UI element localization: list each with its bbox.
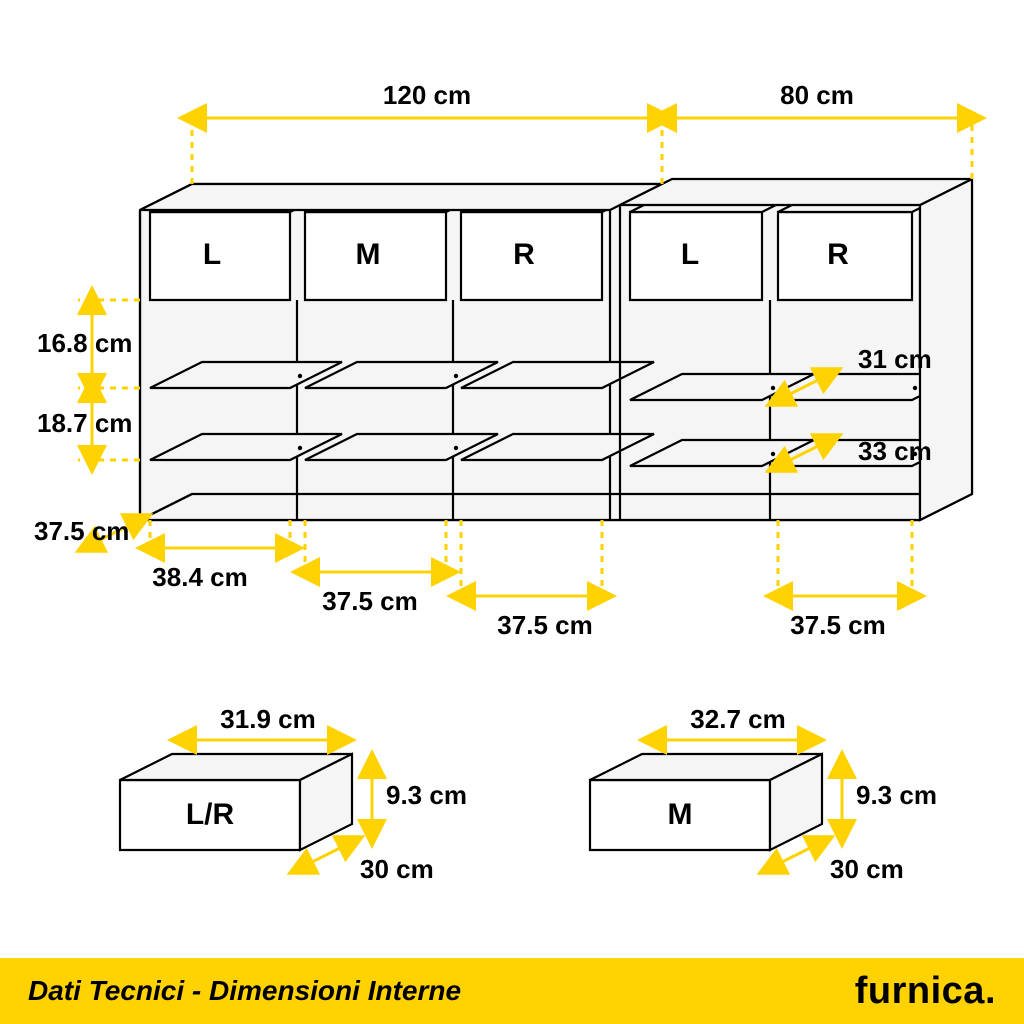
sd-l-width: 30 cm (360, 854, 434, 884)
dim-b3: 37.5 cm (497, 610, 592, 640)
drawer-label: L (203, 238, 221, 271)
footer-bar: Dati Tecnici - Dimensioni Interne furnic… (0, 958, 1024, 1024)
drawer-label: R (513, 238, 535, 271)
drawer-label: L (681, 238, 699, 271)
drawer-label: M (356, 238, 381, 271)
dim-b2: 37.5 cm (322, 586, 417, 616)
brand-dot: . (985, 970, 996, 1012)
small-drawer-right: M 32.7 cm 9.3 cm 30 cm (590, 704, 937, 884)
small-drawer-right-label: M (668, 798, 693, 831)
drawer-label: R (827, 238, 849, 271)
brand-text: furnica (855, 970, 985, 1012)
dim-top-left: 120 cm (383, 80, 471, 110)
dim-b1: 38.4 cm (152, 562, 247, 592)
sd-l-height: 9.3 cm (386, 780, 467, 810)
small-drawer-left-label: L/R (186, 798, 235, 831)
dim-depth-left: 37.5 cm (34, 516, 129, 546)
dim-shelf2: 33 cm (858, 436, 932, 466)
sd-l-depth: 31.9 cm (220, 704, 315, 734)
dim-h2: 18.7 cm (37, 408, 132, 438)
dim-top-right: 80 cm (780, 80, 854, 110)
brand-logo: furnica. (855, 970, 996, 1013)
diagram-svg: L M R L R 120 cm 80 cm 16.8 cm 18.7 cm 3… (0, 0, 1024, 1024)
sd-r-width: 30 cm (830, 854, 904, 884)
sd-r-depth: 32.7 cm (690, 704, 785, 734)
sd-r-height: 9.3 cm (856, 780, 937, 810)
dim-shelf1: 31 cm (858, 344, 932, 374)
small-drawer-left: L/R 31.9 cm 9.3 cm 30 cm (120, 704, 467, 884)
footer-title: Dati Tecnici - Dimensioni Interne (28, 975, 461, 1007)
dim-h1: 16.8 cm (37, 328, 132, 358)
dim-b4: 37.5 cm (790, 610, 885, 640)
